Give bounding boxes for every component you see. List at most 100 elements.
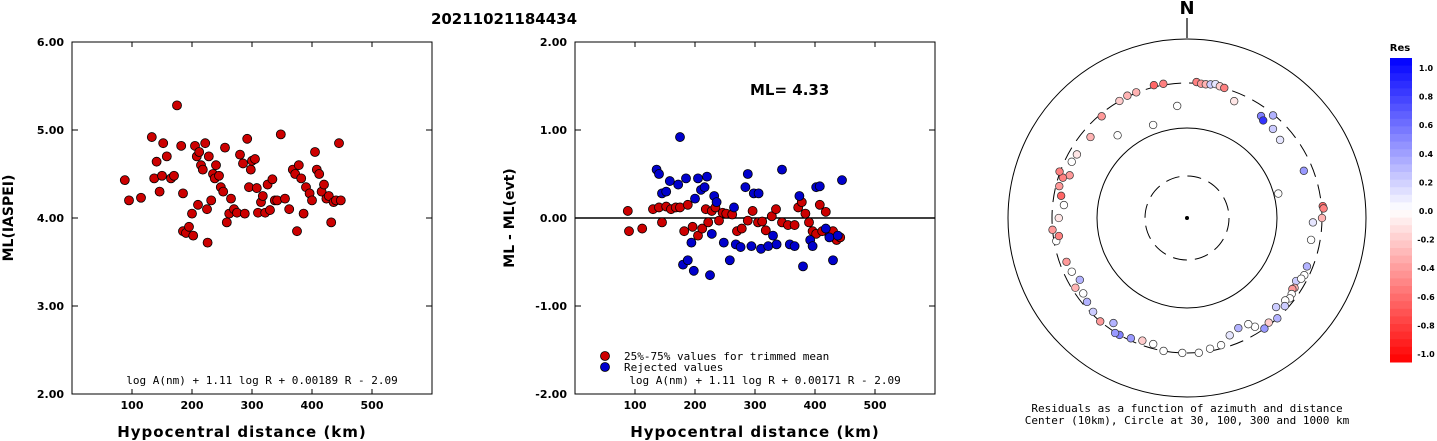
colorbar-tick-label: 0.4 <box>1419 150 1434 159</box>
data-point <box>124 195 134 206</box>
station-point <box>1148 120 1158 130</box>
data-point <box>789 241 800 252</box>
data-point <box>682 255 693 266</box>
data-point <box>820 223 831 234</box>
data-point <box>184 221 194 232</box>
station-points <box>1048 77 1328 358</box>
y-tick-label: -1.00 <box>535 300 567 313</box>
data-point <box>747 206 758 216</box>
station-point <box>1082 297 1092 307</box>
station-point <box>1317 213 1327 223</box>
colorbar-swatch <box>1390 187 1412 196</box>
station-point <box>1149 81 1159 90</box>
data-point <box>753 188 764 199</box>
data-point <box>119 175 130 186</box>
x-tick-label: 300 <box>241 399 264 412</box>
data-point <box>257 191 268 201</box>
xlabel-1: Hypocentral distance (km) <box>117 423 367 441</box>
station-point <box>1216 340 1226 350</box>
station-point <box>1054 213 1063 223</box>
colorbar-swatch <box>1390 270 1412 279</box>
data-point <box>172 100 182 111</box>
station-point <box>1109 318 1118 328</box>
legend-marker-trimmed <box>600 351 610 361</box>
ring-100km <box>1096 127 1278 309</box>
data-point <box>688 265 699 276</box>
colorbar-tick-label: -0.8 <box>1417 321 1435 330</box>
panel-azimuth-polar: N Residuals as a function of azimuth and… <box>1007 0 1367 427</box>
ml-annotation: ML= 4.33 <box>750 81 829 99</box>
data-point <box>740 182 751 193</box>
colorbar-swatch <box>1390 293 1412 302</box>
station-point <box>1149 339 1158 349</box>
colorbar-swatch <box>1390 73 1412 82</box>
data-point <box>194 147 205 157</box>
data-point <box>654 169 664 179</box>
data-point <box>735 242 746 252</box>
colorbar-swatch <box>1390 240 1412 249</box>
colorbar-tick-label: -0.2 <box>1417 236 1435 245</box>
x-tick-label: 100 <box>624 399 647 412</box>
colorbar-swatch <box>1390 172 1412 181</box>
station-point <box>1086 132 1095 142</box>
data-point <box>157 170 167 181</box>
y-tick-label: 1.00 <box>540 124 567 137</box>
x-tick-label: 400 <box>301 399 324 412</box>
station-point <box>1055 182 1064 191</box>
colorbar-swatch <box>1390 232 1412 241</box>
polar-caption-line-2: Center (10km), Circle at 30, 100, 300 an… <box>1025 414 1350 427</box>
data-point <box>202 204 212 215</box>
data-point <box>768 230 778 241</box>
data-point <box>766 211 777 222</box>
station-point <box>1299 166 1308 175</box>
data-point <box>742 169 753 179</box>
data-point <box>214 170 224 181</box>
figure-title: 20211021184434 <box>431 10 577 28</box>
station-point <box>1220 83 1229 93</box>
station-point <box>1297 274 1306 283</box>
x-tick-label: 300 <box>744 399 767 412</box>
station-point <box>1126 334 1136 343</box>
x-tick-label: 500 <box>864 399 887 412</box>
station-point <box>1225 331 1234 340</box>
station-point <box>1067 267 1076 276</box>
ring-1000km <box>1007 38 1367 398</box>
station-point <box>1178 348 1187 358</box>
colorbar-swatch <box>1390 179 1412 188</box>
colorbar-swatch <box>1390 194 1412 203</box>
data-point <box>242 133 253 144</box>
colorbar-tick-label: 0.0 <box>1419 207 1434 216</box>
data-point <box>169 170 179 181</box>
data-point <box>226 193 236 204</box>
station-point <box>1302 262 1312 271</box>
data-point <box>675 132 685 142</box>
colorbar-swatch <box>1390 202 1412 211</box>
colorbar-swatch <box>1390 225 1412 234</box>
data-point <box>176 140 187 151</box>
data-point <box>820 206 831 217</box>
data-point <box>777 164 787 175</box>
data-point <box>697 223 708 234</box>
plot-frame-1 <box>71 41 433 395</box>
data-point <box>293 160 304 171</box>
ylabel-1: ML(IASPEI) <box>1 175 17 262</box>
data-point <box>757 216 768 227</box>
data-point <box>702 171 712 182</box>
colorbar-swatch <box>1390 118 1412 127</box>
colorbar-swatch <box>1390 80 1412 89</box>
data-point <box>814 181 825 192</box>
station-point <box>1138 336 1147 345</box>
data-point <box>714 215 724 226</box>
data-point <box>307 195 317 206</box>
data-point <box>235 149 245 160</box>
formula-1: log A(nm) + 1.11 log R + 0.00189 R - 2.0… <box>126 374 398 387</box>
legend-label-rejected: Rejected values <box>624 361 723 374</box>
data-point <box>798 261 808 272</box>
colorbar-swatch <box>1390 301 1412 310</box>
ring-30km <box>1144 175 1230 261</box>
station-point <box>1159 79 1168 88</box>
colorbar-swatch <box>1390 324 1412 333</box>
colorbar-swatch <box>1390 308 1412 317</box>
data-point <box>760 225 771 236</box>
